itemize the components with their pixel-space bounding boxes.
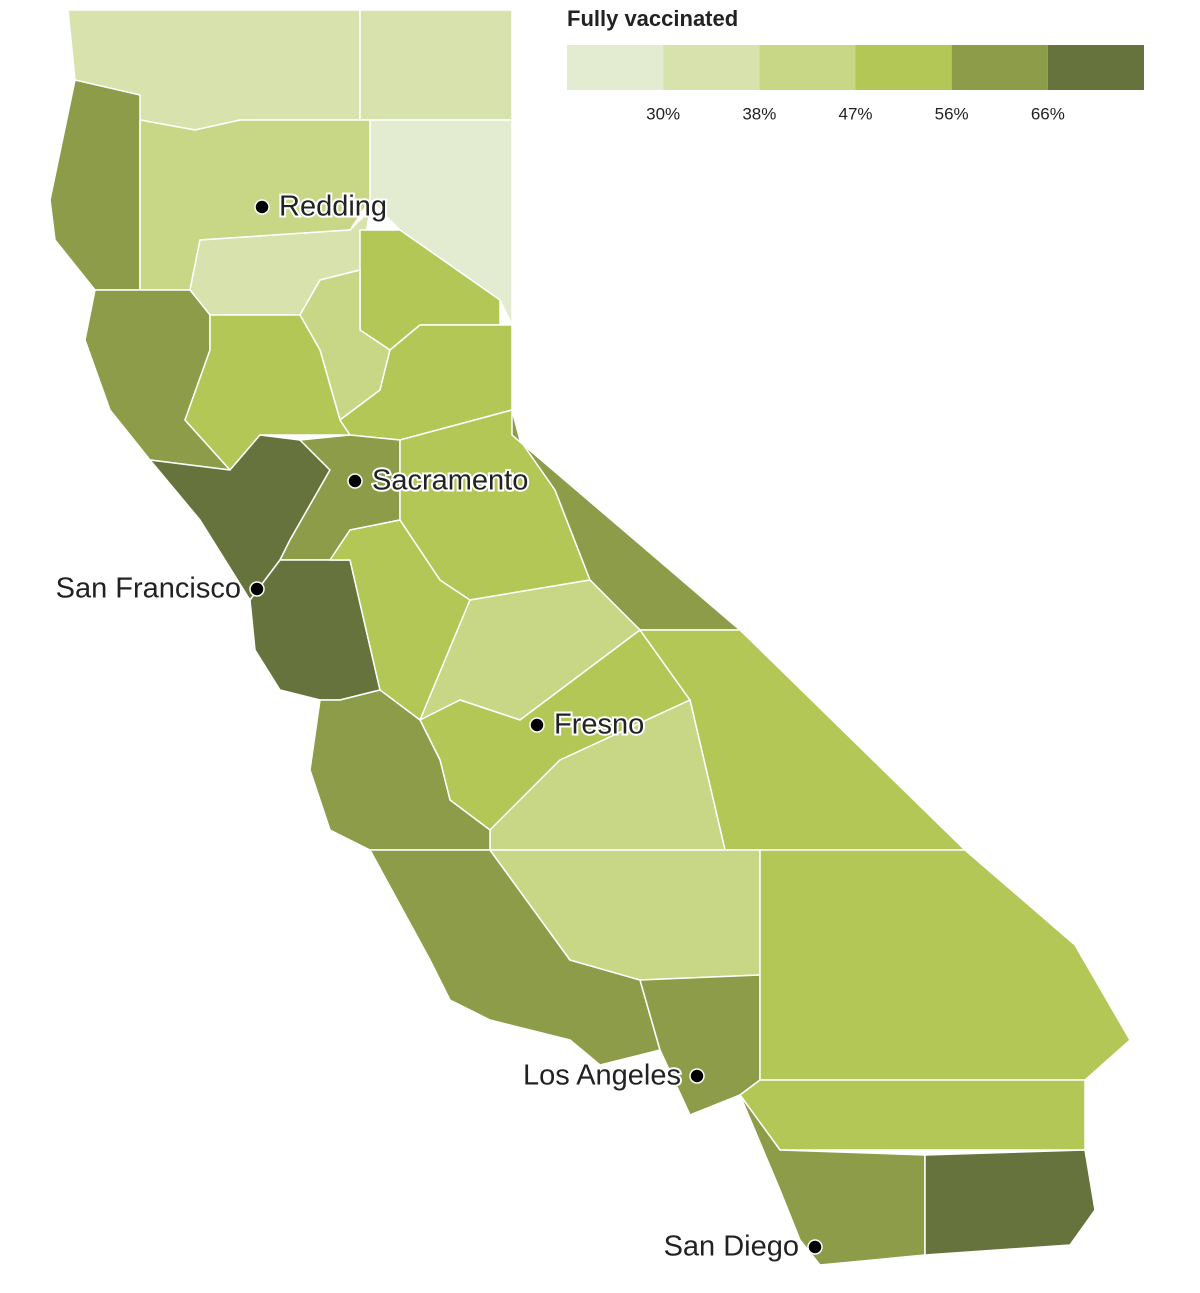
legend: 30% 38% 47% 56% 66% bbox=[567, 45, 1144, 123]
county bbox=[739, 1094, 926, 1266]
city-label: San Francisco bbox=[56, 573, 241, 605]
county bbox=[359, 9, 513, 121]
city-dot bbox=[254, 199, 270, 215]
legend-swatch bbox=[951, 45, 1048, 90]
city-label: Los Angeles bbox=[523, 1060, 681, 1092]
legend-tick-label: 30% bbox=[646, 104, 680, 123]
county bbox=[924, 1149, 1096, 1256]
legend-tick-label: 47% bbox=[838, 104, 872, 123]
legend-tick-label: 66% bbox=[1031, 104, 1065, 123]
city-label: San Diego bbox=[664, 1231, 799, 1263]
city-dot bbox=[529, 717, 545, 733]
county bbox=[309, 689, 491, 851]
city-dot bbox=[347, 473, 363, 489]
legend-swatch bbox=[663, 45, 760, 90]
city-label: Redding bbox=[279, 191, 387, 223]
city-label: Sacramento bbox=[372, 465, 528, 497]
legend-tick-label: 56% bbox=[935, 104, 969, 123]
city-dot bbox=[807, 1239, 823, 1255]
cities: Redding Sacramento San Francisco Fresno Los … bbox=[54, 189, 823, 1265]
county bbox=[184, 314, 351, 471]
legend-title: Fully vaccinated bbox=[567, 6, 738, 31]
legend-swatch bbox=[1047, 45, 1144, 90]
legend-tick-label: 38% bbox=[742, 104, 776, 123]
legend-swatch bbox=[567, 45, 664, 90]
county bbox=[49, 79, 141, 291]
legend-swatch bbox=[855, 45, 952, 90]
city-label: Fresno bbox=[554, 709, 644, 741]
city-dot bbox=[249, 581, 265, 597]
counties bbox=[49, 9, 1131, 1266]
county bbox=[759, 849, 1131, 1081]
county bbox=[739, 1079, 1086, 1151]
city-dot bbox=[689, 1068, 705, 1084]
legend-swatch bbox=[759, 45, 856, 90]
